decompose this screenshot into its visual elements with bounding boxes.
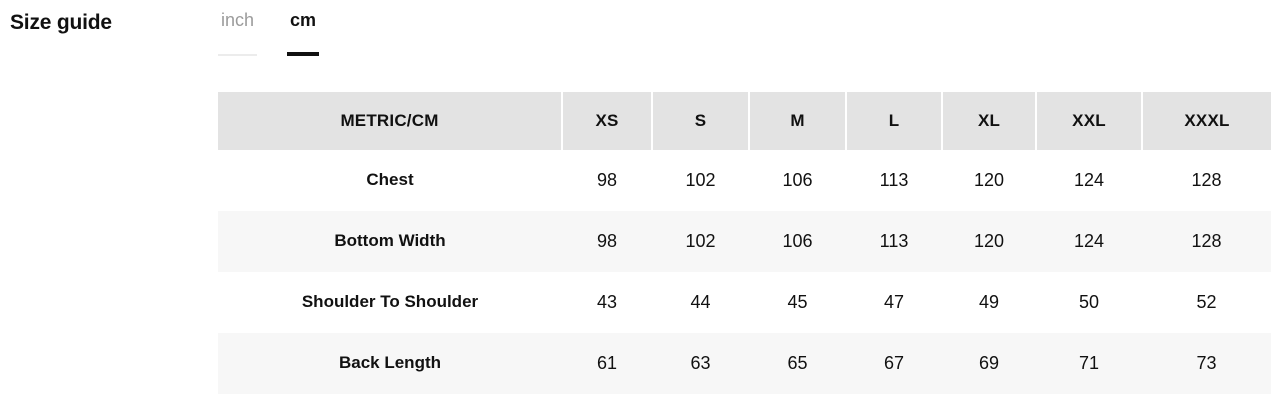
unit-tabs: inch cm xyxy=(218,10,1280,56)
value-cell: 47 xyxy=(883,291,905,312)
metric-cell: Chest xyxy=(366,170,414,190)
value-cell: 67 xyxy=(883,352,905,373)
value-cell: 106 xyxy=(782,230,813,251)
value-cell: 69 xyxy=(978,352,1000,373)
value-cell: 71 xyxy=(1078,352,1100,373)
header-cell-xs: XS xyxy=(561,91,652,150)
size-guide-panel: Size guide inch cm METRIC/CM XS S xyxy=(10,10,1280,394)
value-cell: 98 xyxy=(596,230,618,251)
table-header-row: METRIC/CM XS S M L XL XXL XXXL xyxy=(218,91,1271,150)
value-cell: 120 xyxy=(973,230,1005,251)
header-cell-l: L xyxy=(845,91,942,150)
value-cell: 124 xyxy=(1073,169,1105,190)
table-row-shoulder-to-shoulder: Shoulder To Shoulder 43 44 45 47 49 50 5… xyxy=(218,271,1271,333)
value-cell: 98 xyxy=(596,169,618,190)
header-cell-xxl: XXL xyxy=(1035,91,1142,150)
value-cell: 128 xyxy=(1191,230,1222,251)
value-cell: 61 xyxy=(596,352,618,373)
value-cell: 65 xyxy=(787,352,808,373)
value-cell: 106 xyxy=(782,169,813,190)
value-cell: 52 xyxy=(1196,291,1217,312)
table-row-chest: Chest 98 102 106 113 120 124 128 xyxy=(218,149,1271,211)
header-cell-xl: XL xyxy=(941,91,1036,150)
title-column: Size guide xyxy=(10,10,218,394)
value-cell: 63 xyxy=(690,352,711,373)
size-guide-title: Size guide xyxy=(10,11,112,34)
tab-cm[interactable]: cm xyxy=(287,10,320,56)
value-cell: 102 xyxy=(685,230,716,251)
value-cell: 49 xyxy=(978,291,1000,312)
value-cell: 113 xyxy=(879,230,909,251)
size-table: METRIC/CM XS S M L XL XXL XXXL Chest 98 … xyxy=(218,91,1271,394)
tab-inch[interactable]: inch xyxy=(218,10,258,56)
metric-cell: Shoulder To Shoulder xyxy=(301,292,479,312)
content-column: inch cm METRIC/CM XS S M L xyxy=(218,10,1280,394)
header-cell-m: M xyxy=(748,91,846,150)
value-cell: 44 xyxy=(690,291,711,312)
value-cell: 50 xyxy=(1078,291,1100,312)
value-cell: 124 xyxy=(1073,230,1105,251)
header-cell-metric: METRIC/CM xyxy=(218,91,562,150)
header-cell-xxxl: XXXL xyxy=(1141,91,1271,150)
value-cell: 73 xyxy=(1196,352,1217,373)
value-cell: 45 xyxy=(787,291,808,312)
value-cell: 102 xyxy=(685,169,716,190)
value-cell: 43 xyxy=(596,291,618,312)
header-cell-s: S xyxy=(651,91,749,150)
metric-cell: Bottom Width xyxy=(334,231,446,251)
value-cell: 120 xyxy=(973,169,1005,190)
table-row-back-length: Back Length 61 63 65 67 69 71 73 xyxy=(218,332,1271,394)
table-row-bottom-width: Bottom Width 98 102 106 113 120 124 128 xyxy=(218,210,1271,272)
metric-cell: Back Length xyxy=(338,353,442,373)
value-cell: 128 xyxy=(1191,169,1222,190)
value-cell: 113 xyxy=(879,169,909,190)
